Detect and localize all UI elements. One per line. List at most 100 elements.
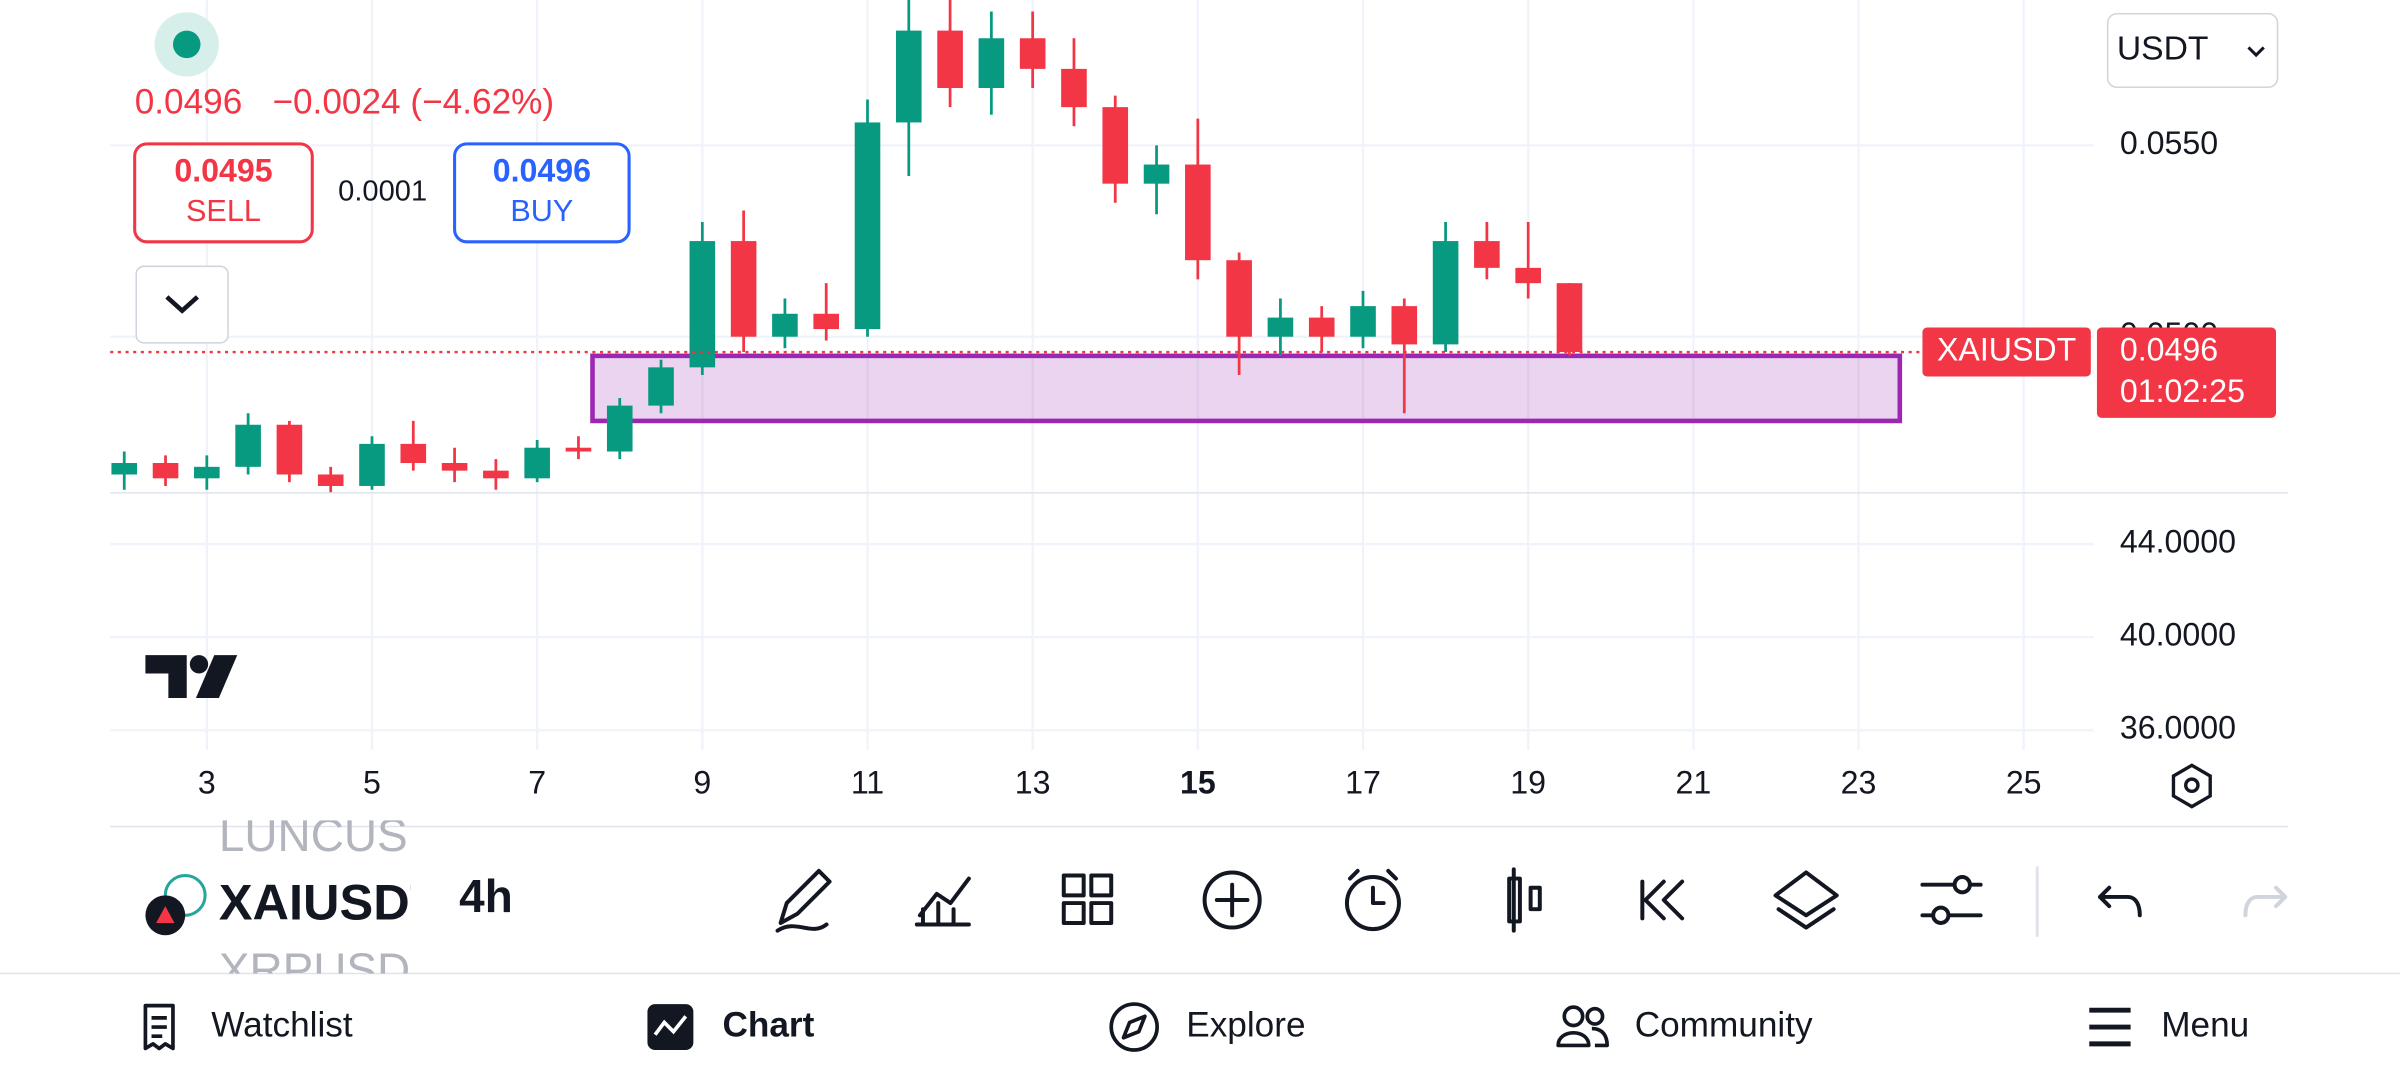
- community-icon-2[interactable]: [1585, 1006, 1605, 1026]
- buy-price[interactable]: 0.0496: [493, 152, 591, 188]
- candle-body: [235, 424, 261, 467]
- symbol-label: XAIUSDT: [1937, 332, 2076, 368]
- sell-button[interactable]: 0.0495 SELL: [133, 142, 314, 244]
- axis-settings[interactable]: [2171, 763, 2212, 809]
- interval[interactable]: 4h: [459, 870, 513, 922]
- currency-box[interactable]: [2106, 13, 2279, 89]
- nav-item[interactable]: Menu: [2161, 1005, 2249, 1044]
- x-tick-label: 21: [1675, 765, 1711, 801]
- hexagon-icon[interactable]: [2171, 763, 2212, 809]
- replay-icon[interactable]: [1640, 879, 1685, 921]
- candle-body: [1308, 317, 1335, 337]
- alert-hands[interactable]: [1348, 868, 1398, 906]
- candle-body: [276, 424, 303, 475]
- candle-body: [937, 30, 963, 89]
- candle-body: [1515, 267, 1541, 284]
- watchlist-icon[interactable]: [143, 1003, 175, 1051]
- support-zone: [590, 353, 1903, 424]
- buy-button[interactable]: 0.0496 BUY: [453, 142, 631, 244]
- candle-body: [1102, 107, 1129, 184]
- nav-item[interactable]: Explore: [1186, 1005, 1305, 1044]
- buy-label[interactable]: BUY: [510, 194, 573, 228]
- nav-item[interactable]: Watchlist: [211, 1005, 353, 1044]
- chart-icon-line[interactable]: [653, 1015, 688, 1036]
- candle-body: [978, 38, 1005, 89]
- x-tick-label: 3: [198, 765, 216, 801]
- candle-body: [606, 405, 633, 452]
- sell-price[interactable]: 0.0495: [174, 152, 272, 188]
- indicators-icon[interactable]: [914, 876, 971, 927]
- chart-type-icon[interactable]: [1507, 867, 1542, 933]
- plot: [111, 0, 1903, 493]
- layers-icon[interactable]: [1773, 870, 1839, 930]
- y-tick-label: 36.0000: [2120, 710, 2236, 746]
- y-tick-label: 40.0000: [2120, 617, 2236, 653]
- overlay: XAIUSDT 0.0496 01:02:25: [110, 327, 2277, 418]
- settings-knob-2[interactable]: [1931, 905, 1951, 925]
- add-plus[interactable]: [1214, 882, 1250, 918]
- menu-icon[interactable]: [2089, 1007, 2131, 1047]
- candle-body: [648, 367, 674, 406]
- candle-body: [317, 474, 344, 486]
- countdown: 01:02:25: [2120, 373, 2245, 409]
- candle-body: [854, 122, 881, 330]
- chevron-icon[interactable]: [165, 295, 199, 314]
- nav-item[interactable]: Chart: [722, 1005, 814, 1044]
- explore-icon[interactable]: [1109, 1002, 1159, 1052]
- buy-box[interactable]: [453, 142, 631, 244]
- symbol-current[interactable]: XAIUSDT: [219, 873, 441, 930]
- x-tick-label: 17: [1345, 765, 1381, 801]
- sell-box[interactable]: [133, 142, 314, 244]
- candle-body: [1019, 38, 1046, 69]
- candle-body: [1474, 241, 1500, 268]
- y-tick-label: 44.0000: [2120, 524, 2236, 560]
- nav-item[interactable]: Community: [1635, 1005, 1813, 1044]
- x-tick-label: 9: [693, 765, 711, 801]
- candle-body: [895, 30, 922, 123]
- price-change: −0.0024 (−4.62%): [272, 82, 554, 121]
- draw-icon[interactable]: [775, 868, 832, 933]
- hexagon-dot[interactable]: [2184, 777, 2200, 794]
- price-label-box: [2096, 327, 2277, 418]
- candle-body: [1226, 260, 1252, 337]
- currency-dropdown[interactable]: USDT: [2106, 13, 2279, 89]
- settings-knob[interactable]: [1952, 875, 1972, 895]
- candle-body: [813, 313, 840, 330]
- candle-body: [1556, 283, 1583, 353]
- candle-body: [1391, 306, 1418, 345]
- alert-icon[interactable]: [1344, 875, 1401, 932]
- candle-body: [565, 447, 592, 452]
- last-price: 0.0496: [135, 82, 243, 121]
- collapse-button[interactable]: [135, 265, 229, 344]
- sell-label[interactable]: SELL: [186, 194, 261, 228]
- x-tick-label: 7: [528, 765, 546, 801]
- price-label: 0.0496: [2120, 332, 2218, 368]
- candle-body: [1185, 164, 1211, 261]
- community-icon[interactable]: [1562, 1005, 1585, 1028]
- symbol-prev[interactable]: LUNCUSDT: [219, 809, 469, 861]
- symbol-next[interactable]: XRPUSDT: [219, 944, 438, 996]
- x-tick-label: 5: [363, 765, 381, 801]
- spread: 0.0001: [338, 176, 427, 208]
- add-icon[interactable]: [1202, 870, 1262, 930]
- undo-icon[interactable]: [2098, 885, 2142, 918]
- currency[interactable]: USDT: [2117, 30, 2209, 67]
- candle-body: [1267, 317, 1294, 337]
- candle-body: [441, 463, 468, 471]
- candle-body: [772, 313, 798, 337]
- x-tick-label: 11: [851, 765, 884, 801]
- community-body[interactable]: [1556, 1026, 1609, 1048]
- x-tick-label: 19: [1510, 765, 1546, 801]
- collapse-box[interactable]: [135, 265, 229, 344]
- redo-icon[interactable]: [2243, 885, 2288, 918]
- explore-needle[interactable]: [1121, 1014, 1147, 1040]
- status-dot: [172, 30, 201, 59]
- templates-icon[interactable]: [1061, 873, 1114, 925]
- x-tick-label: 15: [1180, 765, 1216, 801]
- dropdown-icon[interactable]: [2247, 46, 2265, 58]
- candle-body: [152, 463, 179, 479]
- candle-body: [524, 447, 550, 479]
- symbol-picker[interactable]: LUNCUSDT XAIUSDT XRPUSDT: [219, 809, 469, 996]
- candle-body: [1350, 306, 1376, 337]
